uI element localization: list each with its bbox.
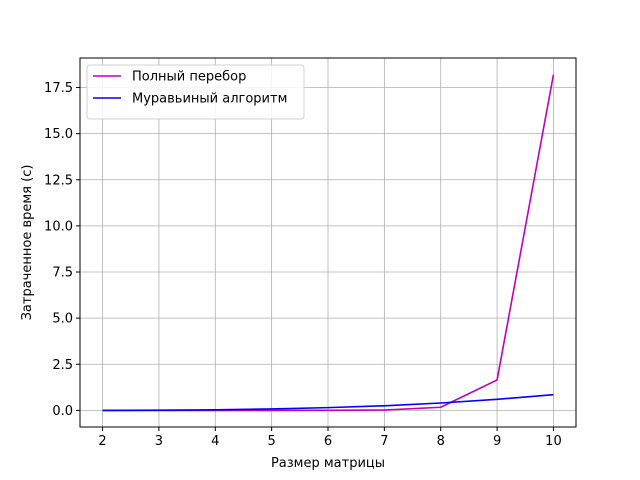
y-tick-label: 17.5 bbox=[44, 81, 73, 96]
axis-ticks: 2 3 4 5 6 7 8 9 10 0.0 2.5 5.0 7.5 10.0 12.5 15.0 17.5 bbox=[44, 81, 562, 449]
series-lines bbox=[102, 74, 555, 412]
y-tick-label: 2.5 bbox=[52, 358, 73, 373]
legend: Полный перебор Муравьиный алгоритм bbox=[86, 64, 305, 120]
legend-label: Полный перебор bbox=[132, 70, 246, 85]
legend-label: Муравьиный алгоритм bbox=[132, 92, 287, 107]
x-tick-label: 9 bbox=[493, 434, 501, 449]
x-axis-label: Размер матрицы bbox=[271, 456, 385, 471]
grid bbox=[80, 58, 576, 427]
y-tick-label: 12.5 bbox=[44, 173, 73, 188]
x-tick-label: 3 bbox=[155, 434, 163, 449]
y-tick-label: 0.0 bbox=[52, 404, 73, 419]
x-tick-label: 5 bbox=[267, 434, 275, 449]
legend-box bbox=[86, 64, 305, 120]
y-tick-label: 10.0 bbox=[44, 219, 73, 234]
x-tick-label: 2 bbox=[98, 434, 106, 449]
x-tick-label: 10 bbox=[545, 434, 562, 449]
y-tick-label: 5.0 bbox=[52, 312, 73, 327]
series-line-1 bbox=[102, 393, 554, 412]
y-axis-label: Затраченное время (с) bbox=[20, 165, 35, 321]
y-tick-label: 15.0 bbox=[44, 127, 73, 142]
x-tick-label: 8 bbox=[437, 434, 445, 449]
x-tick-label: 6 bbox=[324, 434, 332, 449]
y-tick-label: 7.5 bbox=[52, 266, 73, 281]
x-tick-label: 7 bbox=[380, 434, 388, 449]
x-tick-label: 4 bbox=[211, 434, 219, 449]
